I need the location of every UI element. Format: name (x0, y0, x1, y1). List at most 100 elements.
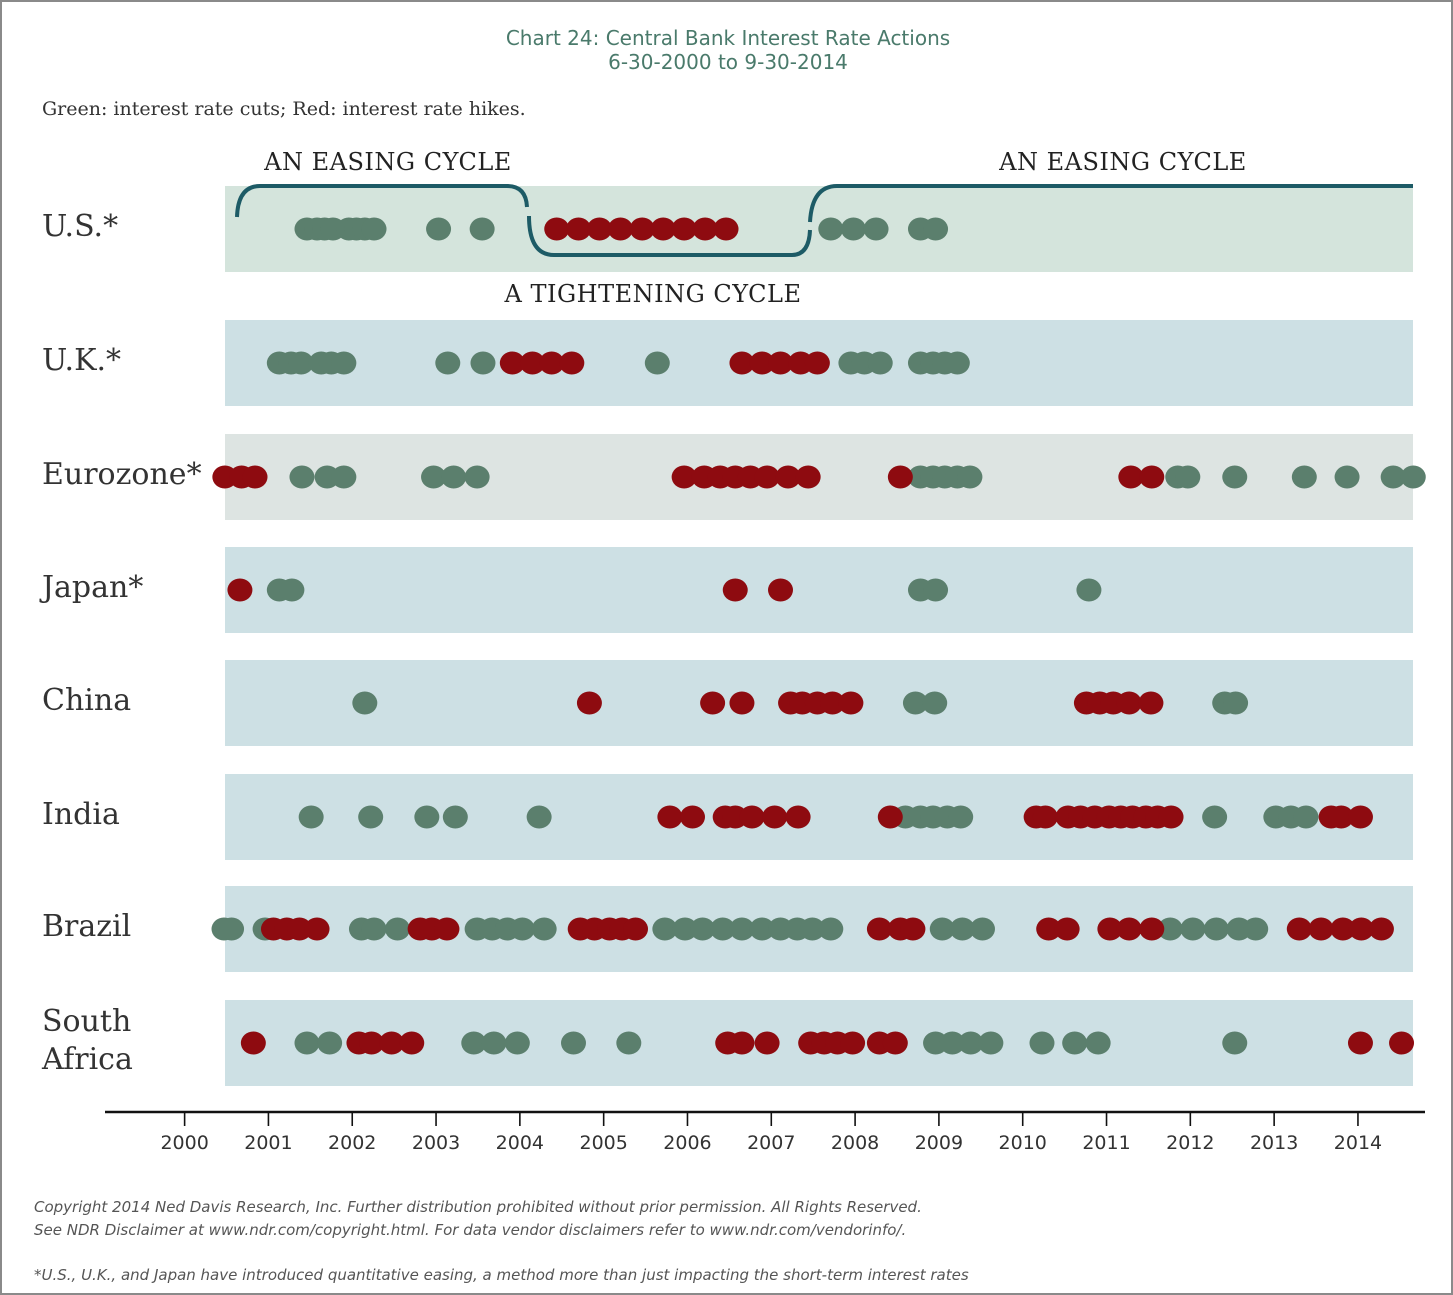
cut-dot (317, 1031, 343, 1055)
cut-dot (560, 1031, 586, 1055)
hike-dot (762, 805, 788, 829)
x-tick-label: 2004 (496, 1132, 544, 1154)
hike-dot (775, 465, 801, 489)
hike-dot (804, 351, 830, 375)
annotation: A TIGHTENING CYCLE (504, 280, 802, 308)
hike-dot (739, 805, 765, 829)
x-tick-label: 2014 (1334, 1132, 1382, 1154)
hike-dot (680, 805, 706, 829)
hike-dot (754, 1031, 780, 1055)
hike-dot (1139, 465, 1165, 489)
cut-dot (749, 917, 775, 941)
hike-dot (729, 351, 755, 375)
cut-dot (710, 917, 736, 941)
row-label: Eurozone* (42, 457, 202, 492)
x-tick-label: 2002 (328, 1132, 376, 1154)
row-label: U.S.* (42, 209, 119, 244)
annotation: AN EASING CYCLE (998, 148, 1247, 176)
cut-dot (298, 805, 324, 829)
hike-dot (519, 351, 545, 375)
cut-dot (441, 465, 467, 489)
hike-dot (1097, 917, 1123, 941)
cut-dot (1157, 917, 1183, 941)
cut-dot (279, 578, 305, 602)
hike-dot (1330, 917, 1356, 941)
cut-dot (481, 1031, 507, 1055)
row-label: South Africa (42, 1004, 133, 1077)
cut-dot (331, 351, 357, 375)
cut-dot (1400, 465, 1426, 489)
hike-dot (1328, 805, 1354, 829)
cut-dot (922, 691, 948, 715)
hike-dot (819, 691, 845, 715)
cut-dot (1223, 691, 1249, 715)
x-tick-label: 2007 (747, 1132, 795, 1154)
hike-dot (1054, 917, 1080, 941)
footnote: Copyright 2014 Ned Davis Research, Inc. … (34, 1198, 922, 1216)
row-label: Brazil (42, 909, 132, 944)
hike-dot (768, 578, 794, 602)
hike-dot (785, 805, 811, 829)
hike-dot (1138, 691, 1164, 715)
x-tick-label: 2009 (915, 1132, 963, 1154)
hike-dot (1032, 805, 1058, 829)
cut-dot (944, 351, 970, 375)
hike-dot (1116, 917, 1142, 941)
cut-dot (426, 217, 452, 241)
cut-dot (442, 805, 468, 829)
cut-dot (690, 917, 716, 941)
hike-dot (359, 1031, 385, 1055)
cut-dot (421, 465, 447, 489)
hike-dot (754, 465, 780, 489)
hike-dot (795, 465, 821, 489)
cut-dot (799, 917, 825, 941)
hike-dot (877, 805, 903, 829)
ticks: 2000 2001 2002 2003 2004 2005 2006 2007 2008 2009… (160, 1112, 1382, 1154)
cut-dot (531, 917, 557, 941)
x-tick-label: 2000 (160, 1132, 208, 1154)
cut-dot (923, 217, 949, 241)
cycle-brackets (235, 184, 1413, 257)
cut-dot (948, 805, 974, 829)
hike-dot (379, 1031, 405, 1055)
cut-dot (504, 1031, 530, 1055)
hike-dot (544, 217, 570, 241)
cut-dot (1222, 1031, 1248, 1055)
hike-dot (1118, 465, 1144, 489)
cut-dot (969, 917, 995, 941)
hike-dot (1139, 917, 1165, 941)
cut-dot (818, 217, 844, 241)
x-tick-label: 2005 (579, 1132, 627, 1154)
chart-title: Chart 24: Central Bank Interest Rate Act… (506, 26, 950, 50)
cut-dot (464, 465, 490, 489)
hike-dot (657, 805, 683, 829)
hike-dot (242, 465, 268, 489)
cut-dot (288, 351, 314, 375)
cut-dot (352, 691, 378, 715)
cut-dot (1380, 465, 1406, 489)
hike-dot (304, 917, 330, 941)
hike-dot (1347, 805, 1373, 829)
hike-dot (566, 217, 592, 241)
hike-dot (1348, 917, 1374, 941)
hike-dot (700, 691, 726, 715)
hike-dot (586, 217, 612, 241)
hike-dot (866, 917, 892, 941)
cut-dot (1180, 917, 1206, 941)
easing-bracket (808, 184, 1413, 223)
cut-dot (1222, 465, 1248, 489)
cut-dot (361, 917, 387, 941)
hike-dot (576, 691, 602, 715)
hike-dot (227, 578, 253, 602)
cut-dot (1062, 1031, 1088, 1055)
annotation: AN EASING CYCLE (263, 148, 512, 176)
cut-dot (957, 465, 983, 489)
cut-dot (644, 351, 670, 375)
row-label: U.K.* (42, 343, 122, 378)
hike-dot (838, 691, 864, 715)
cut-dot (840, 217, 866, 241)
cut-dot (672, 917, 698, 941)
cut-dot (1202, 805, 1228, 829)
cut-dot (358, 805, 384, 829)
